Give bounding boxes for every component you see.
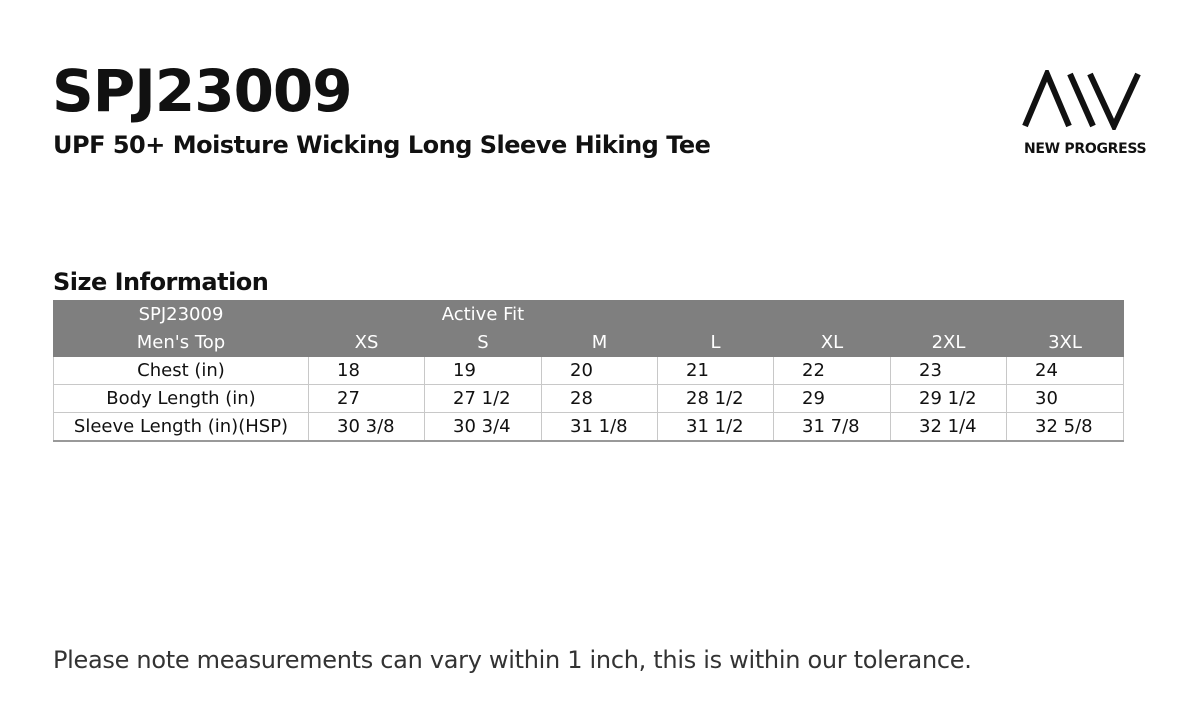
table-cell: 32 5/8 xyxy=(1006,412,1124,442)
logo-text: NEW PROGRESS xyxy=(1024,141,1147,157)
table-cell: 30 3/4 xyxy=(424,412,542,442)
table-cell: 19 xyxy=(424,356,542,385)
header-row: Men's Top XS S M L XL 2XL 3XL xyxy=(53,328,1124,357)
table-cell: XS xyxy=(308,328,425,357)
table-cell: 28 xyxy=(541,384,658,413)
table-cell: Men's Top xyxy=(53,328,309,357)
table-cell: M xyxy=(541,328,658,357)
table-cell: 30 3/8 xyxy=(308,412,425,442)
table-cell: 29 1/2 xyxy=(890,384,1007,413)
table-cell: 21 xyxy=(657,356,774,385)
table-cell: 31 7/8 xyxy=(773,412,891,442)
table-cell: Body Length (in) xyxy=(53,384,309,413)
table-cell: Active Fit xyxy=(424,300,542,329)
table-cell: Sleeve Length (in)(HSP) xyxy=(53,412,309,442)
table-cell: 27 1/2 xyxy=(424,384,542,413)
section-title: Size Information xyxy=(53,268,269,296)
product-name: UPF 50+ Moisture Wicking Long Sleeve Hik… xyxy=(53,131,711,159)
table-cell xyxy=(657,300,774,329)
table-cell: 31 1/2 xyxy=(657,412,774,442)
table-cell xyxy=(308,300,425,329)
table-cell: 18 xyxy=(308,356,425,385)
table-cell: XL xyxy=(773,328,891,357)
table-cell: 22 xyxy=(773,356,891,385)
table-cell: Chest (in) xyxy=(53,356,309,385)
table-cell: 2XL xyxy=(890,328,1007,357)
table-cell xyxy=(773,300,891,329)
table-cell: 30 xyxy=(1006,384,1124,413)
size-table: SPJ23009 Active Fit Men's Top XS S M L XL 2XL 3XL… xyxy=(53,300,1124,442)
table-cell xyxy=(541,300,658,329)
table-cell: 24 xyxy=(1006,356,1124,385)
table-cell: S xyxy=(424,328,542,357)
table-cell: 29 xyxy=(773,384,891,413)
table-row: Body Length (in) 27 27 1/2 28 28 1/2 29 29 1/2… xyxy=(53,384,1124,413)
table-cell: 31 1/8 xyxy=(541,412,658,442)
product-code: SPJ23009 xyxy=(52,57,353,125)
table-cell: 3XL xyxy=(1006,328,1124,357)
table-cell: 23 xyxy=(890,356,1007,385)
table-row: Sleeve Length (in)(HSP) 30 3/8 30 3/4 31 1/… xyxy=(53,412,1124,442)
table-cell: 20 xyxy=(541,356,658,385)
table-cell xyxy=(1006,300,1124,329)
logo xyxy=(1022,70,1141,130)
table-cell: 32 1/4 xyxy=(890,412,1007,442)
table-cell: L xyxy=(657,328,774,357)
header-row: SPJ23009 Active Fit xyxy=(53,300,1124,329)
table-row: Chest (in) 18 19 20 21 22 23 24 xyxy=(53,356,1124,385)
table-cell: 27 xyxy=(308,384,425,413)
table-cell: SPJ23009 xyxy=(53,300,309,329)
table-cell xyxy=(890,300,1007,329)
note: Please note measurements can vary within… xyxy=(53,646,972,674)
table-cell: 28 1/2 xyxy=(657,384,774,413)
